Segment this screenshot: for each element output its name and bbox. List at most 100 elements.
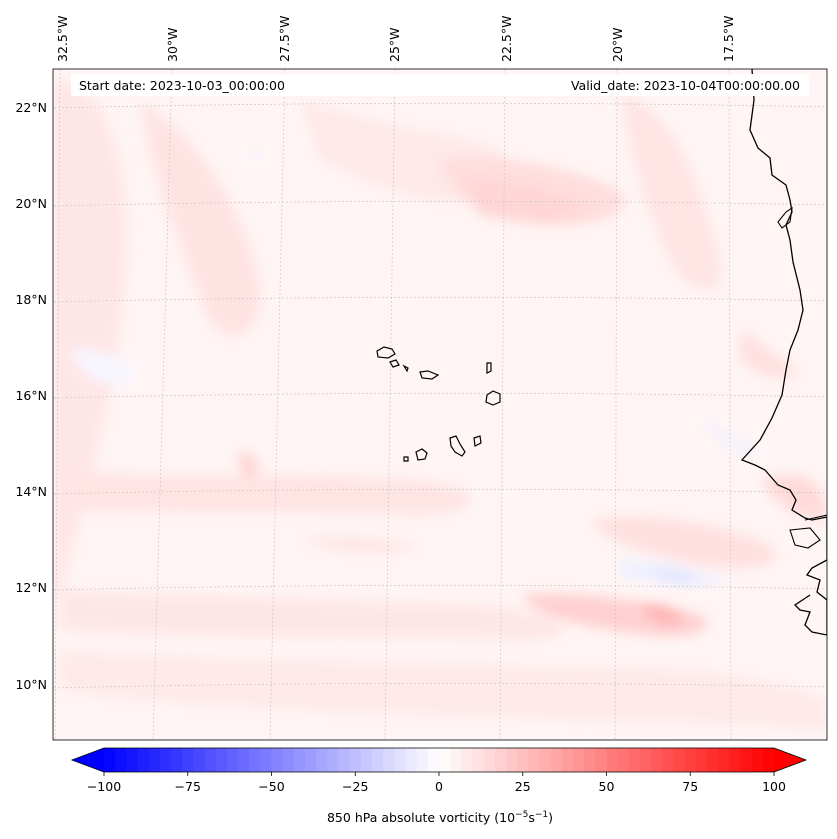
colorbar-cell [171, 748, 183, 772]
colorbar-cell [494, 748, 507, 772]
lat-label: 12°N [15, 580, 47, 595]
lat-label: 20°N [15, 196, 47, 211]
latitude-labels: 22°N 20°N 18°N 16°N 14°N 12°N 10°N [15, 100, 47, 692]
colorbar-cell [450, 748, 462, 772]
colorbar-cell [461, 748, 474, 772]
colorbar-cell [271, 748, 284, 772]
colorbar-cell [606, 748, 619, 772]
colorbar-cell [640, 748, 652, 772]
colorbar-cell [360, 748, 373, 772]
island-brava [403, 456, 409, 462]
colorbar-tick-label: 75 [682, 779, 698, 794]
lon-label: 27.5°W [277, 16, 292, 62]
island-santo-antao [376, 346, 396, 359]
island-santa-luzia [402, 364, 409, 373]
colorbar-cell [729, 748, 742, 772]
colorbar-tick-label: −25 [342, 779, 368, 794]
colorbar-cell [673, 748, 686, 772]
colorbar-cell [651, 748, 663, 772]
colorbar-tick-label: −100 [87, 779, 121, 794]
colorbar-cell [327, 748, 340, 772]
colorbar-tick-label: 0 [435, 779, 443, 794]
colorbar-cell [539, 748, 552, 772]
island-sao-vicente [389, 359, 400, 368]
island-santiago [449, 435, 466, 457]
colorbar: −100 −75 −50 −25 0 25 50 75 100 850 hPa absolute… [70, 747, 808, 825]
colorbar-cell [104, 748, 116, 772]
vorticity-anomalies [53, 80, 827, 730]
gambia-river [789, 527, 821, 549]
colorbar-cell [740, 748, 753, 772]
colorbar-cell [517, 748, 529, 772]
colorbar-cell [204, 748, 217, 772]
colorbar-extend-max [774, 748, 806, 772]
colorbar-cell [215, 748, 228, 772]
colorbar-cell [305, 748, 317, 772]
colorbar-cell [316, 748, 328, 772]
graticule [53, 69, 827, 740]
colorbar-cell [528, 748, 541, 772]
coastline-inlet [777, 206, 793, 229]
colorbar-cell [293, 748, 306, 772]
lon-label: 30°W [165, 27, 180, 62]
colorbar-cells [104, 748, 775, 772]
colorbar-cell [684, 748, 697, 772]
colorbar-cell [405, 748, 418, 772]
info-box [71, 74, 809, 96]
colorbar-cell [126, 748, 139, 772]
lat-label: 18°N [15, 292, 47, 307]
colorbar-cell [159, 748, 172, 772]
colorbar-cell [249, 748, 261, 772]
colorbar-cell [394, 748, 407, 772]
colorbar-tick-label: 50 [599, 779, 615, 794]
colorbar-extend-min [72, 748, 104, 772]
colorbar-cell [182, 748, 194, 772]
lon-label: 22.5°W [499, 16, 514, 62]
colorbar-cell [707, 748, 719, 772]
colorbar-label: 850 hPa absolute vorticity (10−5s−1) [327, 810, 553, 825]
lon-label: 25°W [387, 27, 402, 62]
colorbar-tick-label: 100 [762, 779, 786, 794]
colorbar-cell [427, 748, 440, 772]
colorbar-cell [617, 748, 630, 772]
colorbar-cell [751, 748, 764, 772]
colorbar-cell [718, 748, 730, 772]
colorbar-cell [506, 748, 518, 772]
lon-label: 17.5°W [721, 16, 736, 62]
cape-verde-islands [376, 346, 501, 462]
colorbar-cell [595, 748, 608, 772]
colorbar-cell [628, 748, 641, 772]
lat-label: 14°N [15, 484, 47, 499]
lon-label: 20°W [610, 27, 625, 62]
valid-date: Valid_date: 2023-10-04T00:00:00.00 [571, 78, 800, 93]
colorbar-cell [383, 748, 395, 772]
colorbar-cell [260, 748, 273, 772]
colorbar-cell [349, 748, 362, 772]
colorbar-cell [238, 748, 250, 772]
colorbar-cell [148, 748, 161, 772]
island-fogo [415, 448, 428, 461]
colorbar-cell [282, 748, 295, 772]
colorbar-tick-label: −75 [175, 779, 201, 794]
colorbar-cell [338, 748, 351, 772]
colorbar-cell [762, 748, 775, 772]
colorbar-cell [561, 748, 574, 772]
lat-label: 10°N [15, 677, 47, 692]
colorbar-tick-label: −50 [258, 779, 284, 794]
colorbar-cell [372, 748, 384, 772]
colorbar-cell [226, 748, 239, 772]
colorbar-cell [573, 748, 585, 772]
colorbar-tick-label: 25 [515, 779, 531, 794]
colorbar-cell [695, 748, 708, 772]
colorbar-cell [137, 748, 150, 772]
start-date: Start date: 2023-10-03_00:00:00 [79, 78, 285, 93]
colorbar-cell [550, 748, 563, 772]
lon-label: 32.5°W [55, 16, 70, 62]
longitude-labels: 32.5°W 30°W 27.5°W 25°W 22.5°W 20°W 17.5… [55, 16, 736, 62]
vorticity-field [53, 69, 827, 740]
colorbar-cell [439, 748, 451, 772]
colorbar-cell [662, 748, 675, 772]
island-boa-vista [485, 390, 501, 406]
africa-coastline [740, 69, 827, 636]
